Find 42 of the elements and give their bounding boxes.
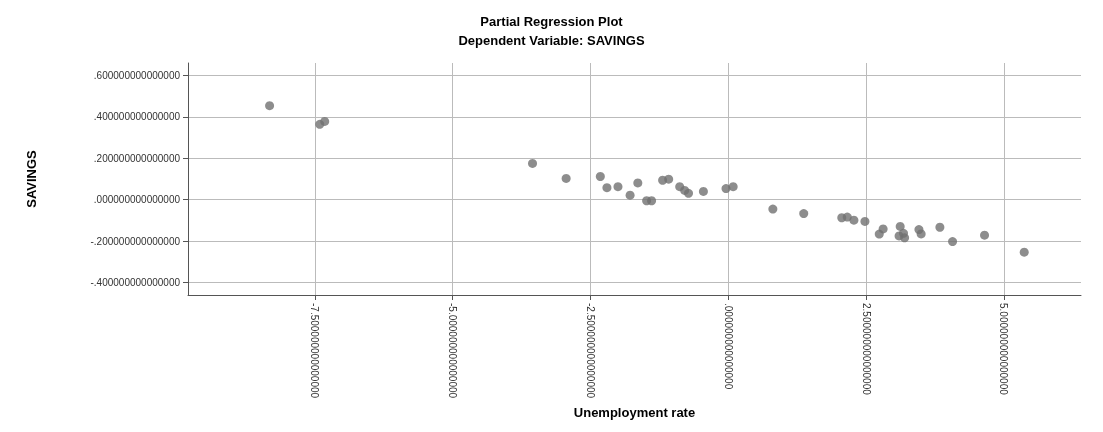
- point: [595, 172, 605, 182]
- point: [860, 216, 870, 226]
- point: [900, 233, 910, 243]
- point: [916, 229, 926, 239]
- point: [528, 158, 538, 168]
- point: [1019, 247, 1029, 257]
- point: [980, 230, 990, 240]
- point: [664, 174, 674, 184]
- point: [698, 186, 708, 196]
- chart-subtitle: Dependent Variable: SAVINGS: [458, 33, 645, 48]
- point: [684, 188, 694, 198]
- point: [561, 173, 571, 183]
- point: [935, 222, 945, 232]
- y-tick-label: .000000000000000: [93, 194, 181, 206]
- y-tick-label: .600000000000000: [93, 69, 181, 81]
- point: [602, 183, 612, 193]
- point: [895, 221, 905, 231]
- point: [647, 196, 657, 206]
- x-tick-label: 2.500000000000000: [860, 303, 872, 396]
- x-tick-label: .000000000000000: [722, 303, 734, 390]
- chart-title: Partial Regression Plot: [480, 14, 624, 29]
- point: [768, 204, 778, 214]
- point: [849, 215, 859, 225]
- point: [728, 182, 738, 192]
- y-tick-label: -.400000000000000: [90, 277, 181, 289]
- point: [633, 178, 643, 188]
- x-tick-label: -2.500000000000000: [584, 303, 596, 399]
- y-tick-label: .400000000000000: [93, 111, 181, 123]
- x-tick-label: -7.500000000000000: [309, 303, 321, 399]
- y-axis-title: SAVINGS: [24, 149, 39, 208]
- point: [265, 101, 275, 111]
- x-tick-label: 5.000000000000000: [998, 303, 1010, 396]
- x-axis-title: Unemployment rate: [573, 405, 696, 420]
- point: [320, 116, 330, 126]
- y-tick-label: .200000000000000: [93, 152, 181, 164]
- point: [799, 209, 809, 219]
- x-tick-label: -5.000000000000000: [447, 303, 459, 399]
- point: [613, 182, 623, 192]
- y-tick-label: -.200000000000000: [90, 235, 181, 247]
- point: [625, 190, 635, 200]
- point: [878, 224, 888, 234]
- point: [948, 237, 958, 247]
